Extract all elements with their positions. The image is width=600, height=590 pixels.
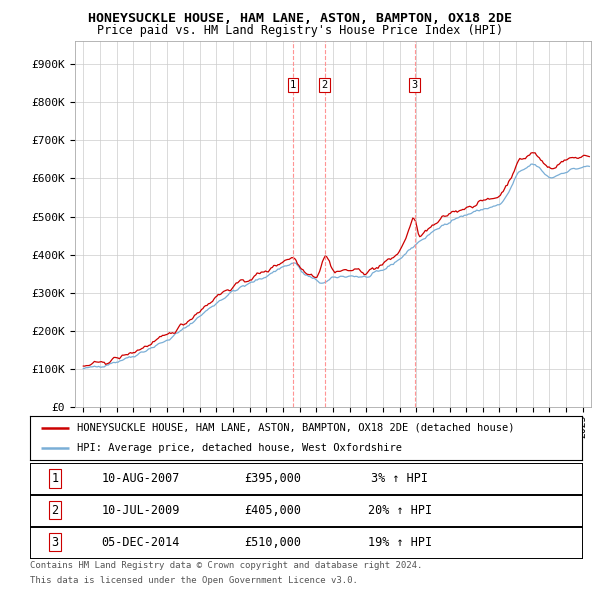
Text: This data is licensed under the Open Government Licence v3.0.: This data is licensed under the Open Gov…: [30, 576, 358, 585]
Text: Price paid vs. HM Land Registry's House Price Index (HPI): Price paid vs. HM Land Registry's House …: [97, 24, 503, 37]
Text: 05-DEC-2014: 05-DEC-2014: [101, 536, 179, 549]
Text: 1: 1: [290, 80, 296, 90]
Text: 1: 1: [51, 472, 58, 485]
Text: 3: 3: [51, 536, 58, 549]
Text: 10-JUL-2009: 10-JUL-2009: [101, 504, 179, 517]
Text: HPI: Average price, detached house, West Oxfordshire: HPI: Average price, detached house, West…: [77, 443, 402, 453]
Text: £395,000: £395,000: [244, 472, 301, 485]
Text: 2: 2: [322, 80, 328, 90]
Text: 3% ↑ HPI: 3% ↑ HPI: [371, 472, 428, 485]
Text: £510,000: £510,000: [244, 536, 301, 549]
Text: 20% ↑ HPI: 20% ↑ HPI: [368, 504, 432, 517]
Text: 2: 2: [51, 504, 58, 517]
Text: 19% ↑ HPI: 19% ↑ HPI: [368, 536, 432, 549]
Text: HONEYSUCKLE HOUSE, HAM LANE, ASTON, BAMPTON, OX18 2DE: HONEYSUCKLE HOUSE, HAM LANE, ASTON, BAMP…: [88, 12, 512, 25]
Text: 10-AUG-2007: 10-AUG-2007: [101, 472, 179, 485]
Text: 3: 3: [412, 80, 418, 90]
Text: HONEYSUCKLE HOUSE, HAM LANE, ASTON, BAMPTON, OX18 2DE (detached house): HONEYSUCKLE HOUSE, HAM LANE, ASTON, BAMP…: [77, 423, 514, 433]
Text: £405,000: £405,000: [244, 504, 301, 517]
Text: Contains HM Land Registry data © Crown copyright and database right 2024.: Contains HM Land Registry data © Crown c…: [30, 560, 422, 569]
